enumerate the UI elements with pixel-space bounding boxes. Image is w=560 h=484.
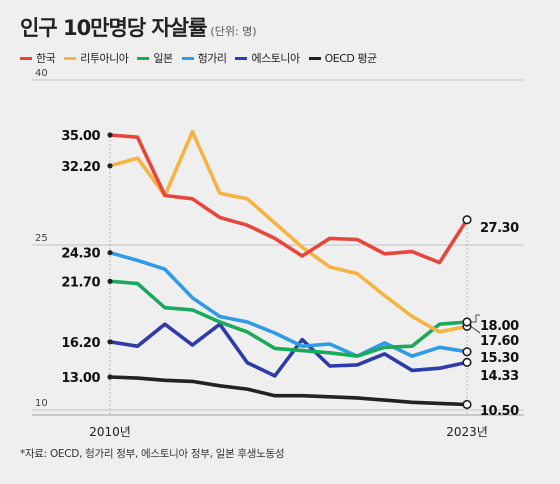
leader-line [470,326,481,334]
leader-line [471,314,480,323]
legend-swatch [308,56,321,60]
legend-swatch [64,56,77,60]
series-line [108,133,469,265]
end-point [462,399,472,410]
legend-label: 에스토니아 [251,52,300,65]
start-point [107,278,113,284]
start-value-label: 24.30 [61,247,100,262]
start-point [107,163,113,169]
series-line [108,250,469,358]
end-value-label: 10.50 [480,404,519,419]
start-value-label: 35.00 [61,129,100,144]
legend-label: 일본 [153,52,173,65]
legend-label: 한국 [36,52,56,65]
y-tick-label: 40 [35,68,48,79]
start-value-label: 16.20 [61,336,100,351]
end-point [462,347,472,357]
series-line [108,129,469,334]
start-point [107,250,113,256]
series-line [108,375,469,407]
legend-item: 리투아니아 [64,50,129,66]
series-line [108,322,469,378]
end-value-label: 15.30 [480,351,519,366]
source-note: *자료: OECD, 헝가리 정부, 에스토니아 정부, 일본 후생노동성 [20,448,285,460]
legend-label: 헝가리 [197,52,227,65]
legend-item: 에스토니아 [235,50,300,66]
unit-label: (단위: 명) [210,25,257,38]
legend-item: 한국 [20,50,56,66]
legend-item: 헝가리 [181,50,227,66]
end-point [462,317,472,327]
legend-item: 일본 [137,50,173,66]
start-point [107,339,113,345]
end-point [462,357,472,367]
y-tick-label: 10 [35,398,48,409]
start-value-label: 21.70 [61,275,100,290]
end-point [462,215,472,225]
legend-swatch [137,56,150,60]
end-value-label: 27.30 [480,221,519,236]
start-value-label: 32.20 [61,160,100,175]
chart-title: 인구 10만명당 자살률 (단위: 명) [20,12,257,42]
legend-swatch [235,56,248,60]
legend-swatch [181,56,194,60]
start-point [107,374,113,380]
start-value-label: 13.00 [61,371,100,386]
end-value-label: 17.60 [480,334,519,349]
legend-item: OECD 평균 [308,50,378,66]
y-tick-label: 25 [35,233,48,244]
start-point [107,132,113,138]
end-value-label: 18.00 [480,319,519,334]
legend-swatch [20,56,32,60]
legend-label: OECD 평균 [324,52,378,65]
end-value-label: 14.33 [480,369,519,384]
x-tick-label: 2023년 [446,425,488,439]
series-line [108,279,469,358]
legend: 한국 리투아니아 일본 헝가리 에스토니아 OECD 평균 [20,50,377,66]
title-text: 인구 10만명당 자살률 [20,16,207,40]
x-tick-label: 2010년 [89,425,131,439]
legend-label: 리투아니아 [80,52,129,65]
